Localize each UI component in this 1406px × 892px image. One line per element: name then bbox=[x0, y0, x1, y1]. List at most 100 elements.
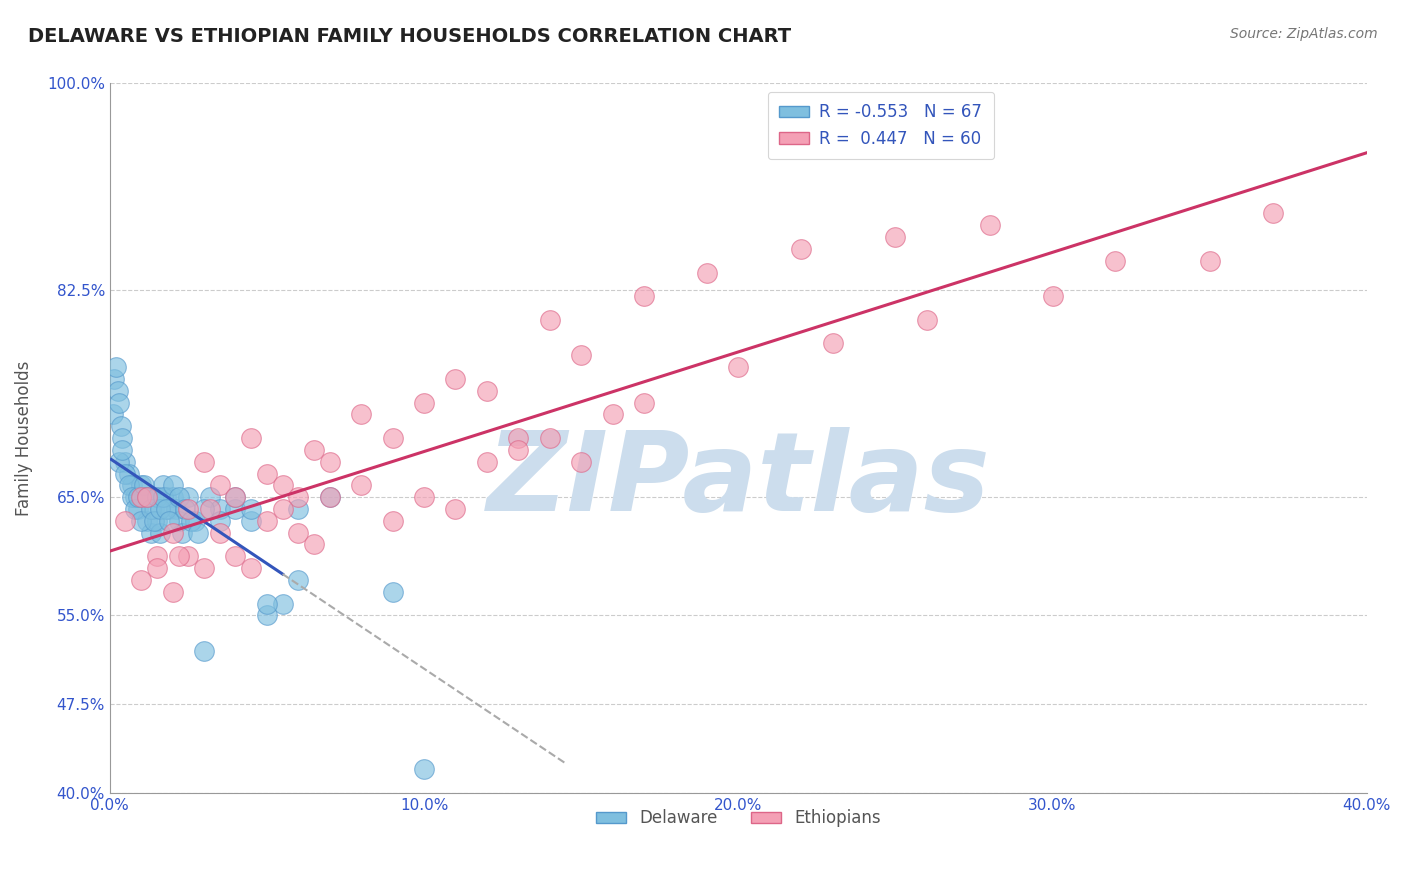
Point bbox=[287, 502, 309, 516]
Point bbox=[193, 455, 215, 469]
Point bbox=[139, 502, 162, 516]
Legend: Delaware, Ethiopians: Delaware, Ethiopians bbox=[589, 803, 887, 834]
Point bbox=[129, 490, 152, 504]
Point bbox=[319, 490, 342, 504]
Point bbox=[240, 561, 263, 575]
Text: ZIPatlas: ZIPatlas bbox=[486, 427, 990, 534]
Point bbox=[271, 502, 294, 516]
Point bbox=[146, 561, 169, 575]
Point bbox=[200, 490, 222, 504]
Point bbox=[114, 455, 136, 469]
Point bbox=[444, 502, 467, 516]
Point bbox=[155, 502, 177, 516]
Point bbox=[508, 431, 530, 445]
Point bbox=[633, 289, 655, 303]
Point bbox=[129, 514, 152, 528]
Point bbox=[271, 478, 294, 492]
Point bbox=[1042, 289, 1064, 303]
Point bbox=[1198, 253, 1220, 268]
Point bbox=[319, 490, 342, 504]
Point bbox=[350, 478, 373, 492]
Point bbox=[136, 514, 159, 528]
Point bbox=[162, 478, 184, 492]
Point bbox=[101, 408, 124, 422]
Point bbox=[208, 478, 231, 492]
Point bbox=[110, 419, 132, 434]
Point bbox=[127, 502, 149, 516]
Point bbox=[200, 502, 222, 516]
Point bbox=[152, 478, 174, 492]
Point bbox=[167, 514, 190, 528]
Point bbox=[1261, 206, 1284, 220]
Point bbox=[136, 490, 159, 504]
Text: DELAWARE VS ETHIOPIAN FAMILY HOUSEHOLDS CORRELATION CHART: DELAWARE VS ETHIOPIAN FAMILY HOUSEHOLDS … bbox=[28, 27, 792, 45]
Point bbox=[302, 442, 325, 457]
Point bbox=[167, 490, 190, 504]
Point bbox=[193, 502, 215, 516]
Point bbox=[180, 514, 202, 528]
Point bbox=[602, 408, 624, 422]
Point bbox=[162, 584, 184, 599]
Point bbox=[170, 525, 193, 540]
Y-axis label: Family Households: Family Households bbox=[15, 360, 32, 516]
Point bbox=[136, 490, 159, 504]
Point bbox=[224, 549, 246, 564]
Point bbox=[121, 478, 143, 492]
Point bbox=[111, 431, 134, 445]
Point bbox=[134, 478, 156, 492]
Point bbox=[146, 514, 169, 528]
Point bbox=[121, 490, 143, 504]
Point bbox=[177, 502, 200, 516]
Point bbox=[117, 478, 139, 492]
Point bbox=[508, 442, 530, 457]
Point bbox=[208, 514, 231, 528]
Point bbox=[287, 573, 309, 587]
Point bbox=[413, 395, 436, 409]
Text: Source: ZipAtlas.com: Source: ZipAtlas.com bbox=[1230, 27, 1378, 41]
Point bbox=[167, 549, 190, 564]
Point bbox=[1104, 253, 1126, 268]
Point bbox=[224, 502, 246, 516]
Point bbox=[105, 360, 128, 375]
Point bbox=[108, 455, 131, 469]
Point bbox=[162, 490, 184, 504]
Point bbox=[124, 502, 146, 516]
Point bbox=[187, 525, 209, 540]
Point bbox=[256, 608, 278, 623]
Point bbox=[124, 490, 146, 504]
Point bbox=[127, 490, 149, 504]
Point bbox=[413, 490, 436, 504]
Point bbox=[111, 442, 134, 457]
Point bbox=[302, 537, 325, 551]
Point bbox=[240, 502, 263, 516]
Point bbox=[256, 514, 278, 528]
Point bbox=[162, 525, 184, 540]
Point bbox=[538, 313, 561, 327]
Point bbox=[155, 490, 177, 504]
Point bbox=[139, 525, 162, 540]
Point bbox=[381, 431, 404, 445]
Point bbox=[240, 431, 263, 445]
Point bbox=[271, 597, 294, 611]
Point bbox=[240, 514, 263, 528]
Point bbox=[444, 372, 467, 386]
Point bbox=[884, 230, 907, 244]
Point bbox=[696, 266, 718, 280]
Point bbox=[177, 549, 200, 564]
Point bbox=[146, 549, 169, 564]
Point bbox=[633, 395, 655, 409]
Point bbox=[174, 502, 197, 516]
Point bbox=[350, 408, 373, 422]
Point bbox=[134, 490, 156, 504]
Point bbox=[538, 431, 561, 445]
Point bbox=[287, 490, 309, 504]
Point bbox=[149, 525, 172, 540]
Point bbox=[165, 502, 187, 516]
Point bbox=[208, 502, 231, 516]
Point bbox=[569, 348, 592, 362]
Point bbox=[193, 561, 215, 575]
Point bbox=[129, 573, 152, 587]
Point bbox=[146, 490, 169, 504]
Point bbox=[129, 478, 152, 492]
Point bbox=[103, 372, 125, 386]
